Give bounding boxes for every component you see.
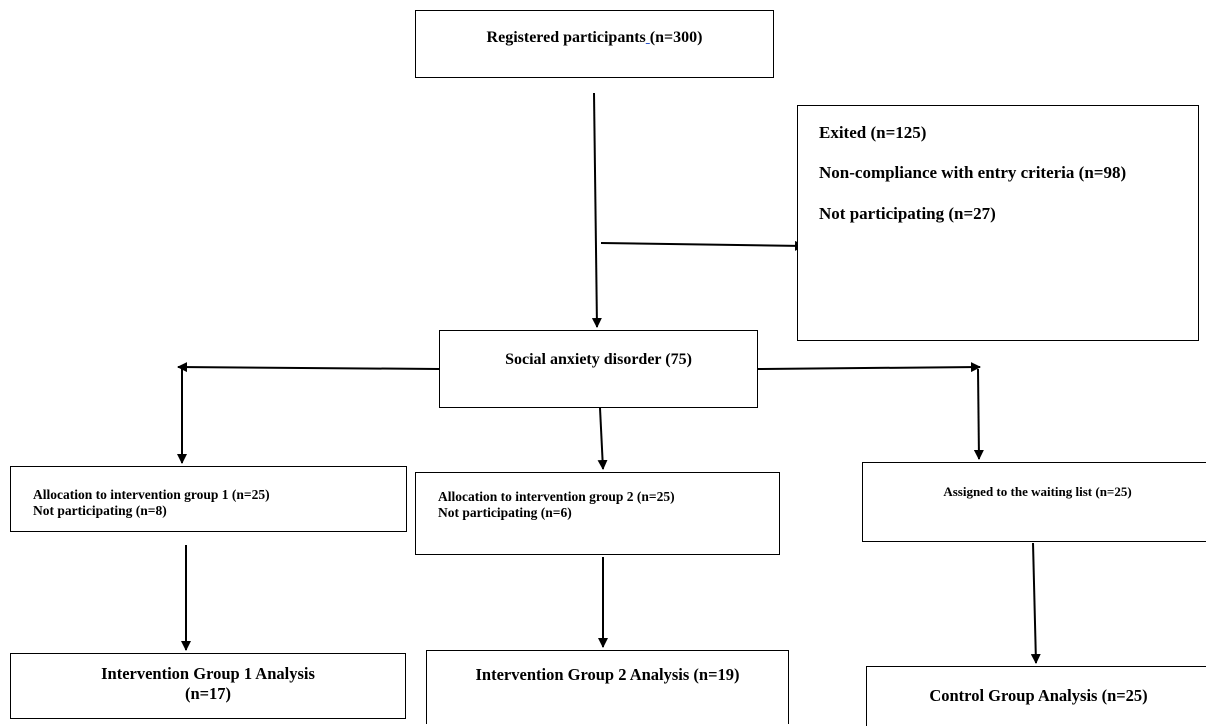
- arrow-to-exited: [600, 240, 805, 251]
- registered-count: (n=300): [649, 29, 703, 46]
- group1-allocation-box: Allocation to intervention group 1 (n=25…: [10, 466, 407, 532]
- group2-not-participating: Not participating (n=6): [438, 505, 572, 521]
- group1-analysis-box: Intervention Group 1 Analysis (n=17): [10, 653, 406, 719]
- group2-allocation-line: Allocation to intervention group 2 (n=25…: [438, 489, 675, 504]
- group2-analysis-box: Intervention Group 2 Analysis (n=19): [426, 650, 789, 724]
- group1-not-participating: Not participating (n=8): [33, 503, 167, 519]
- arrow-wait-to-control: [1030, 542, 1041, 664]
- group1-analysis-title: Intervention Group 1 Analysis: [101, 664, 315, 683]
- registered-participants-box: Registered participants (n=300): [415, 10, 774, 78]
- exited-not-participating: Not participating (n=27): [819, 203, 996, 223]
- social-anxiety-label: Social anxiety disorder (75): [505, 351, 692, 368]
- registered-label: Registered participants: [486, 29, 646, 46]
- arrow-registered-to-sad: [591, 92, 602, 328]
- social-anxiety-disorder-box: Social anxiety disorder (75): [439, 330, 758, 408]
- arrow-right-down: [973, 368, 984, 460]
- exited-noncompliance: Non-compliance with entry criteria (n=98…: [819, 163, 1127, 183]
- control-analysis-box: Control Group Analysis (n=25): [866, 666, 1206, 726]
- exited-box: Exited (n=125) Non-compliance with entry…: [797, 105, 1199, 341]
- group2-analysis-label: Intervention Group 2 Analysis (n=19): [475, 665, 740, 684]
- group1-analysis-count: (n=17): [184, 683, 232, 703]
- arrow-sad-to-right: [757, 362, 981, 373]
- group1-allocation-line: Allocation to intervention group 1 (n=25…: [33, 487, 270, 502]
- exited-title: Exited (n=125): [819, 123, 927, 142]
- control-analysis-label: Control Group Analysis (n=25): [929, 686, 1148, 705]
- arrow-sad-to-group2: [597, 407, 608, 470]
- arrow-sad-to-left: [177, 362, 440, 373]
- waiting-list-box: Assigned to the waiting list (n=25): [862, 462, 1206, 542]
- group2-allocation-box: Allocation to intervention group 2 (n=25…: [415, 472, 780, 555]
- waiting-list-label: Assigned to the waiting list (n=25): [943, 484, 1132, 499]
